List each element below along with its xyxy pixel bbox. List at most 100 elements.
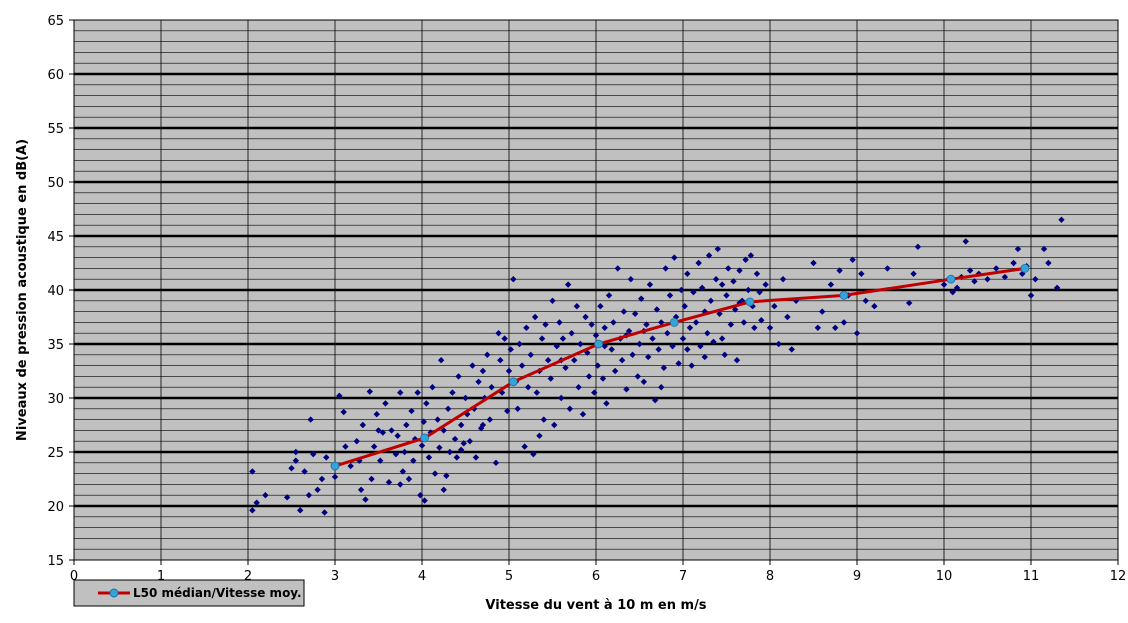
- scatter-point: [984, 276, 991, 283]
- scatter-point: [1058, 216, 1065, 223]
- scatter-point: [660, 364, 668, 371]
- scatter-point: [620, 308, 628, 315]
- scatter-point: [307, 416, 314, 423]
- scatter-point: [871, 303, 878, 310]
- scatter-point: [362, 496, 369, 503]
- x-tick-label: 5: [505, 569, 513, 584]
- scatter-point: [705, 252, 713, 259]
- scatter-point: [692, 319, 700, 326]
- scatter-point: [766, 324, 774, 331]
- scatter-point: [636, 340, 643, 348]
- scatter-point: [425, 454, 433, 461]
- scatter-point: [556, 319, 563, 326]
- y-tick-label: 30: [47, 392, 64, 407]
- scatter-point: [853, 330, 861, 337]
- scatter-point: [379, 429, 387, 436]
- scatter-point: [658, 319, 665, 326]
- scatter-point: [538, 335, 546, 342]
- x-tick-label: 6: [592, 569, 600, 584]
- scatter-point: [588, 321, 595, 328]
- scatter-point: [710, 338, 717, 346]
- scatter-point: [403, 421, 410, 429]
- scatter-point: [262, 492, 269, 499]
- scatter-point: [305, 492, 313, 499]
- scatter-point: [451, 435, 459, 443]
- scatter-point: [1053, 284, 1061, 292]
- scatter-point: [347, 462, 354, 470]
- scatter-point: [321, 509, 328, 516]
- scatter-point: [658, 384, 665, 391]
- scatter-point: [521, 443, 528, 450]
- scatter-point: [446, 448, 454, 456]
- scatter-point: [488, 384, 495, 391]
- scatter-point: [849, 256, 856, 263]
- scatter-point: [714, 245, 721, 253]
- scatter-point: [906, 299, 913, 307]
- y-tick-labels: 15 20 25 30 35 40 45 50 55 60 65: [47, 14, 74, 569]
- scatter-point: [297, 507, 304, 514]
- scatter-point: [558, 394, 565, 402]
- scatter-point: [651, 396, 659, 404]
- scatter-point: [618, 357, 626, 364]
- scatter-point: [727, 321, 735, 328]
- scatter-point: [444, 405, 452, 412]
- scatter-point: [819, 308, 826, 315]
- scatter-point: [646, 281, 654, 288]
- scatter-point: [475, 378, 482, 385]
- scatter-point: [608, 346, 615, 353]
- scatter-point: [751, 324, 758, 331]
- scatter-point: [249, 507, 256, 514]
- scatter-point: [684, 270, 691, 277]
- scatter-point: [472, 454, 480, 461]
- scatter-point: [549, 297, 556, 304]
- x-tick-label: 10: [936, 569, 953, 584]
- x-tick-label: 9: [853, 569, 861, 584]
- scatter-point: [1001, 273, 1009, 281]
- scatter-point: [962, 238, 969, 245]
- scatter-point: [382, 400, 389, 407]
- scatter-point: [544, 357, 552, 364]
- scatter-point: [388, 427, 395, 434]
- scatter-point: [721, 351, 728, 358]
- scatter-point: [625, 327, 633, 335]
- scatter-point: [736, 267, 743, 274]
- scatter-point: [1032, 276, 1039, 283]
- scatter-point: [514, 405, 521, 412]
- scatter-point: [697, 342, 704, 350]
- scatter-point: [655, 346, 662, 353]
- scatter-point: [331, 473, 339, 481]
- x-axis-label: Vitesse du vent à 10 m en m/s: [485, 598, 706, 613]
- scatter-point: [492, 459, 500, 466]
- scatter-point: [585, 373, 593, 380]
- scatter-point: [504, 407, 511, 415]
- scatter-point: [836, 267, 843, 274]
- scatter-point: [368, 475, 375, 483]
- scatter-point: [611, 367, 619, 375]
- scatter-point: [610, 319, 617, 326]
- scatter-point: [462, 394, 469, 402]
- x-tick-label: 7: [679, 569, 687, 584]
- scatter-point: [547, 375, 554, 382]
- y-tick-label: 45: [47, 230, 64, 245]
- scatter-point: [460, 440, 467, 447]
- scatter-point: [531, 313, 539, 321]
- scatter-point: [542, 321, 549, 328]
- y-tick-label: 60: [47, 68, 64, 83]
- scatter-point: [318, 475, 326, 483]
- scatter-point: [695, 259, 702, 267]
- scatter-point: [310, 450, 317, 458]
- scatter-point: [301, 468, 308, 475]
- scatter-point: [784, 313, 791, 321]
- scatter-point: [940, 281, 948, 288]
- scatter-point: [573, 303, 581, 310]
- scatter-point: [417, 492, 424, 499]
- scatter-point: [518, 362, 526, 369]
- scatter-point: [747, 252, 755, 259]
- median-point: [839, 290, 849, 300]
- scatter-point: [762, 281, 769, 288]
- scatter-point: [740, 319, 748, 326]
- scatter-point: [649, 335, 656, 342]
- scatter-point: [434, 416, 441, 423]
- scatter-point: [698, 284, 706, 292]
- scatter-point: [688, 362, 695, 369]
